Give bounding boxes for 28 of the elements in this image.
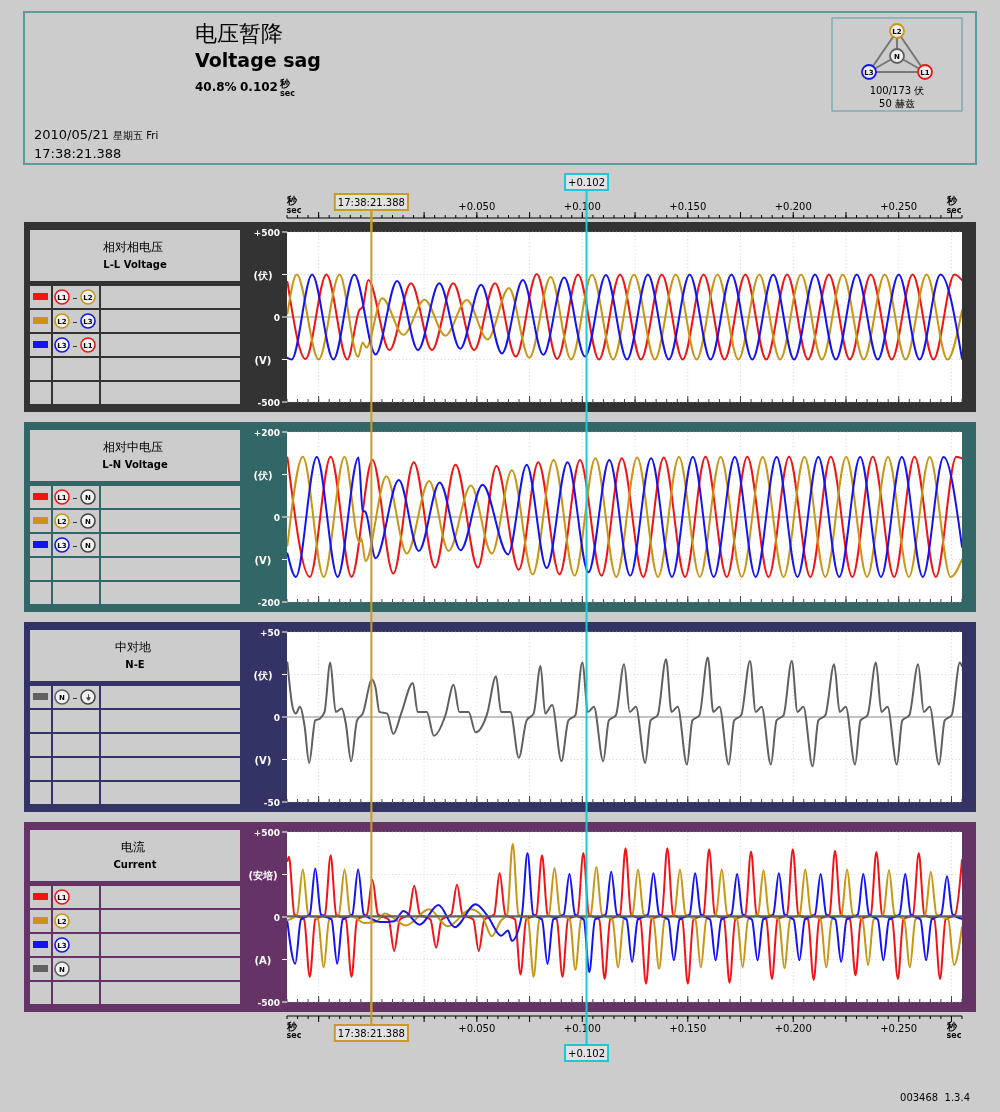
text: 50 赫兹	[879, 98, 915, 109]
x2-tick-label: +0.050	[458, 201, 496, 212]
text: 2010/05/21 星期五 Fri	[34, 127, 159, 142]
legend-title: 相对相电压 L-L Voltage	[103, 240, 167, 270]
legend-title: 中对地 N-E	[115, 640, 155, 670]
ref-line-label: +0.102	[568, 1048, 606, 1059]
x2-tick-label: +0.200	[774, 201, 812, 212]
x-tick-label: +0.250	[880, 1023, 918, 1034]
annotation: 17:38:21.388	[337, 1028, 405, 1039]
x-tick-label: +0.150	[669, 1023, 707, 1034]
x-tick-label: +0.200	[774, 1023, 812, 1034]
annotation: 17:38:21.388	[337, 197, 405, 208]
text: 秒 sec	[946, 195, 962, 215]
text: 17:38:21.388	[34, 146, 122, 161]
text: 100/173 伏	[869, 85, 925, 96]
text: 40.8%	[195, 80, 237, 94]
text: 电压暂降	[195, 21, 283, 46]
text: Voltage sag	[195, 49, 321, 71]
text: 003468 1.3.4	[900, 1092, 970, 1103]
legend-title: 相对中电压 L-N Voltage	[102, 440, 168, 470]
x-axis-title: 秒 sec	[286, 1021, 302, 1040]
text: 秒 sec	[946, 1021, 962, 1040]
x-tick-label: +0.050	[458, 1023, 496, 1034]
legend-title: 电流 Current	[113, 840, 157, 870]
x2-tick-label: +0.150	[669, 201, 707, 212]
x2-tick-label: +0.250	[880, 201, 918, 212]
ref-line-label: +0.102	[568, 177, 606, 188]
x2-axis-title: 秒 sec	[286, 195, 302, 215]
